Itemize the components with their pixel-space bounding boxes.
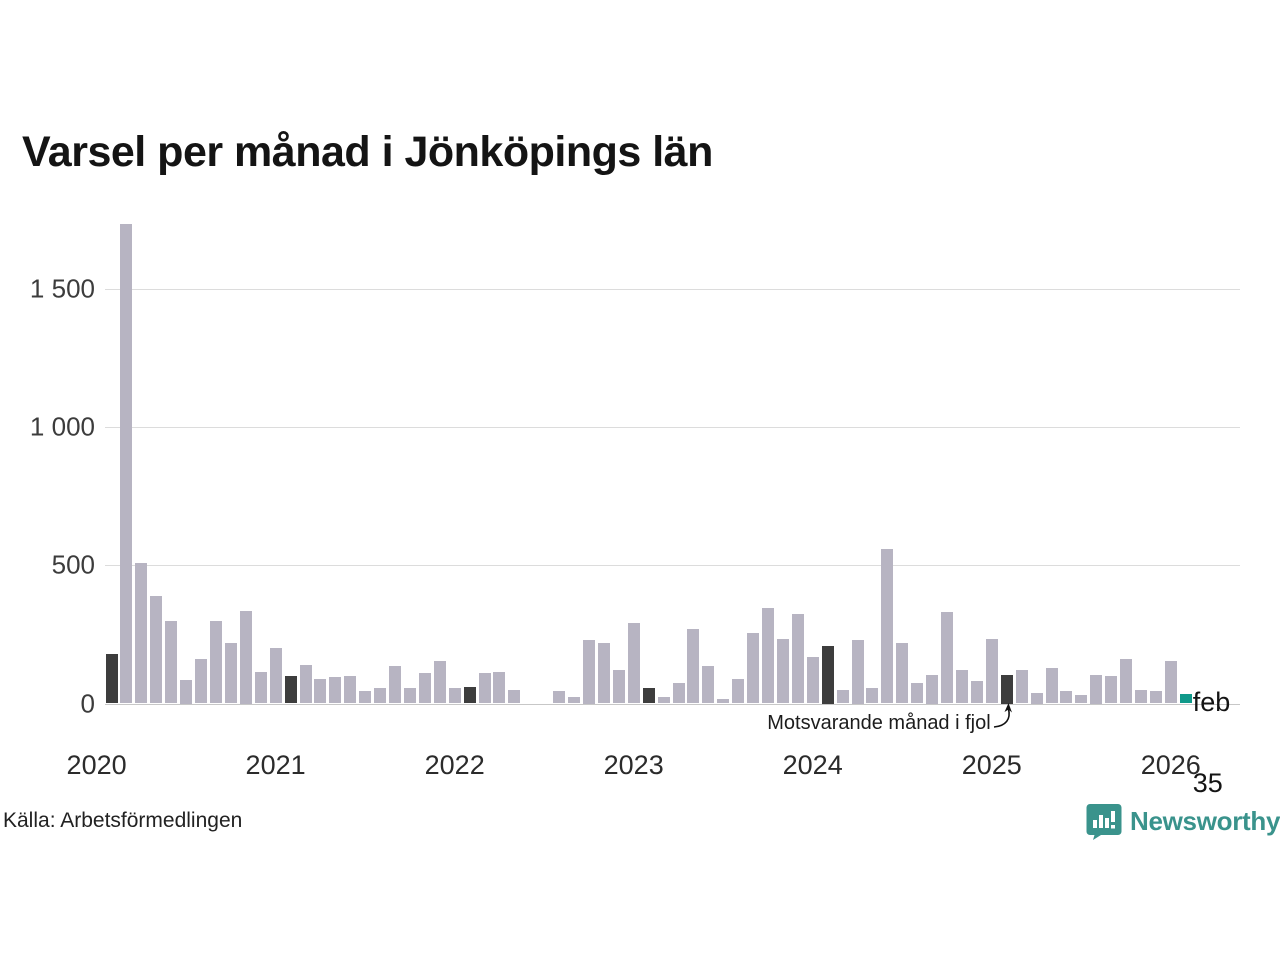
bar-2024-08[interactable] [911, 682, 924, 704]
bar-2024-07[interactable] [896, 642, 909, 704]
bar-2022-04[interactable] [493, 671, 506, 704]
bar-2025-12[interactable] [1149, 691, 1162, 704]
bar-2024-11[interactable] [955, 670, 968, 704]
current-month-name: feb [1192, 687, 1231, 717]
bar-2024-01[interactable] [806, 656, 819, 704]
bar-2020-12[interactable] [254, 671, 267, 704]
bar-2022-11[interactable] [597, 642, 610, 704]
current-month-value: 35 [1192, 768, 1223, 798]
bar-2023-09[interactable] [747, 633, 760, 704]
bar-2022-09[interactable] [568, 697, 580, 704]
bar-2024-12[interactable] [970, 681, 983, 704]
x-axis-year-2025: 2025 [961, 750, 1022, 780]
bar-2020-02[interactable] [105, 653, 118, 704]
bar-2023-05[interactable] [687, 628, 700, 704]
bar-2023-06[interactable] [702, 666, 715, 704]
bar-2021-11[interactable] [418, 673, 431, 704]
bar-2025-02[interactable] [1000, 674, 1013, 704]
y-axis-tick-label: 1 000 [29, 411, 95, 442]
bar-2023-11[interactable] [776, 638, 789, 704]
bar-2022-02[interactable] [463, 686, 476, 704]
bar-2025-01[interactable] [985, 638, 998, 704]
bar-2023-07[interactable] [717, 699, 730, 704]
bar-2020-05[interactable] [150, 595, 163, 704]
bar-2020-11[interactable] [239, 611, 252, 704]
x-axis-year-2026: 2026 [1140, 750, 1201, 780]
bar-2023-12[interactable] [791, 613, 804, 704]
bar-2021-10[interactable] [403, 688, 416, 704]
bar-2022-12[interactable] [612, 670, 625, 704]
bar-2026-01[interactable] [1164, 660, 1177, 704]
bar-2023-10[interactable] [762, 608, 774, 704]
bar-2024-09[interactable] [926, 674, 939, 704]
bar-2022-03[interactable] [478, 673, 491, 704]
chart-title: Varsel per månad i Jönköpings län [22, 128, 713, 176]
last-year-annotation: Motsvarande månad i fjol [767, 712, 991, 734]
y-axis-tick-label: 0 [80, 688, 95, 718]
gridline-0 [105, 703, 1240, 705]
bar-2025-06[interactable] [1060, 691, 1073, 704]
bar-2021-04[interactable] [314, 678, 327, 704]
bar-2024-05[interactable] [866, 688, 879, 704]
bar-2021-09[interactable] [389, 666, 401, 704]
bar-2025-07[interactable] [1075, 695, 1088, 704]
bar-2021-03[interactable] [299, 664, 312, 704]
bar-2024-04[interactable] [851, 640, 864, 704]
bar-2021-12[interactable] [433, 660, 446, 704]
bar-2020-07[interactable] [180, 680, 193, 704]
bar-2021-05[interactable] [329, 677, 342, 704]
gridline-500 [105, 565, 1240, 567]
bar-2022-01[interactable] [448, 688, 461, 704]
bar-2021-08[interactable] [374, 688, 387, 704]
newsworthy-logo-icon [1086, 804, 1122, 840]
bar-2025-11[interactable] [1135, 689, 1147, 704]
gridline-1000 [105, 427, 1240, 429]
bar-2022-05[interactable] [508, 689, 521, 704]
bar-2021-07[interactable] [359, 691, 372, 704]
x-axis-year-2023: 2023 [603, 750, 664, 780]
bar-2024-06[interactable] [881, 548, 894, 704]
bar-2021-06[interactable] [344, 675, 357, 704]
bar-2024-10[interactable] [941, 612, 953, 704]
bar-2022-10[interactable] [582, 640, 595, 704]
bar-2025-08[interactable] [1090, 674, 1103, 704]
bar-2020-09[interactable] [209, 620, 222, 704]
bar-2021-01[interactable] [269, 648, 282, 704]
bar-2022-08[interactable] [553, 691, 566, 704]
x-axis-year-2021: 2021 [245, 750, 306, 780]
bar-2023-04[interactable] [672, 682, 685, 704]
bar-2020-08[interactable] [195, 659, 207, 704]
bar-2020-03[interactable] [120, 224, 133, 704]
bar-2025-09[interactable] [1105, 675, 1118, 704]
bar-2023-08[interactable] [732, 678, 745, 704]
newsworthy-logo-text: Newsworthy [1130, 806, 1280, 836]
bar-2025-04[interactable] [1030, 692, 1043, 704]
bar-2023-02[interactable] [642, 688, 655, 704]
y-axis-tick-label: 1 500 [29, 273, 95, 304]
current-month-label: feb 35 [1193, 635, 1231, 851]
newsworthy-logo[interactable]: Newsworthy [1086, 803, 1280, 840]
bar-2021-02[interactable] [284, 675, 297, 704]
y-axis-tick-label: 500 [51, 549, 95, 580]
x-axis-year-2024: 2024 [782, 750, 843, 780]
bar-2020-10[interactable] [224, 642, 237, 704]
bar-2026-02[interactable] [1179, 693, 1192, 704]
bar-2024-03[interactable] [836, 689, 849, 704]
x-axis-year-2020: 2020 [66, 750, 127, 780]
bar-2024-02[interactable] [821, 645, 834, 704]
bar-2020-06[interactable] [165, 620, 178, 704]
gridline-1500 [105, 289, 1240, 291]
bar-2023-01[interactable] [627, 623, 640, 704]
source-caption: Källa: Arbetsförmedlingen [3, 809, 243, 832]
bar-2025-03[interactable] [1015, 670, 1028, 704]
x-axis-year-2022: 2022 [424, 750, 485, 780]
bar-2023-03[interactable] [657, 696, 670, 704]
bar-2025-10[interactable] [1120, 659, 1133, 704]
bar-2020-04[interactable] [135, 562, 148, 704]
bar-2025-05[interactable] [1045, 667, 1058, 704]
